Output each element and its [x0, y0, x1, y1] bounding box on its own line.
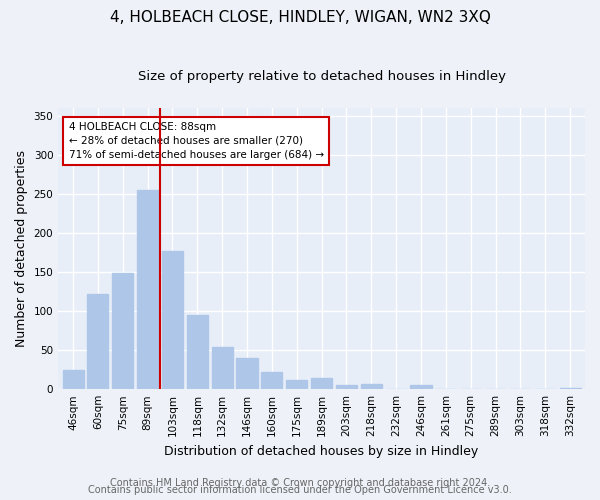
Bar [336, 386, 357, 389]
Text: 4, HOLBEACH CLOSE, HINDLEY, WIGAN, WN2 3XQ: 4, HOLBEACH CLOSE, HINDLEY, WIGAN, WN2 3… [110, 10, 490, 25]
Bar [236, 358, 257, 389]
Bar [112, 272, 133, 389]
Bar [262, 372, 283, 389]
Text: Contains public sector information licensed under the Open Government Licence v3: Contains public sector information licen… [88, 485, 512, 495]
Bar [62, 370, 83, 389]
X-axis label: Distribution of detached houses by size in Hindley: Distribution of detached houses by size … [164, 444, 479, 458]
Y-axis label: Number of detached properties: Number of detached properties [15, 150, 28, 347]
Bar [88, 294, 109, 389]
Bar [212, 347, 233, 389]
Text: 4 HOLBEACH CLOSE: 88sqm
← 28% of detached houses are smaller (270)
71% of semi-d: 4 HOLBEACH CLOSE: 88sqm ← 28% of detache… [69, 122, 324, 160]
Bar [162, 251, 183, 389]
Text: Contains HM Land Registry data © Crown copyright and database right 2024.: Contains HM Land Registry data © Crown c… [110, 478, 490, 488]
Bar [311, 378, 332, 389]
Bar [137, 190, 158, 389]
Bar [286, 380, 307, 389]
Title: Size of property relative to detached houses in Hindley: Size of property relative to detached ho… [137, 70, 506, 83]
Bar [187, 315, 208, 389]
Bar [361, 384, 382, 389]
Bar [410, 386, 431, 389]
Bar [560, 388, 581, 389]
